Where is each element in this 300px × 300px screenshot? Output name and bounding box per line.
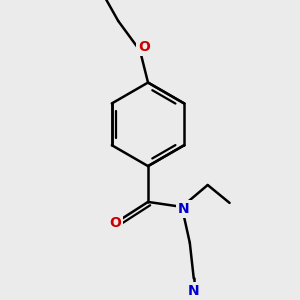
Text: N: N (178, 202, 190, 216)
Text: N: N (188, 284, 200, 298)
Text: O: O (109, 216, 121, 230)
Text: O: O (138, 40, 150, 54)
